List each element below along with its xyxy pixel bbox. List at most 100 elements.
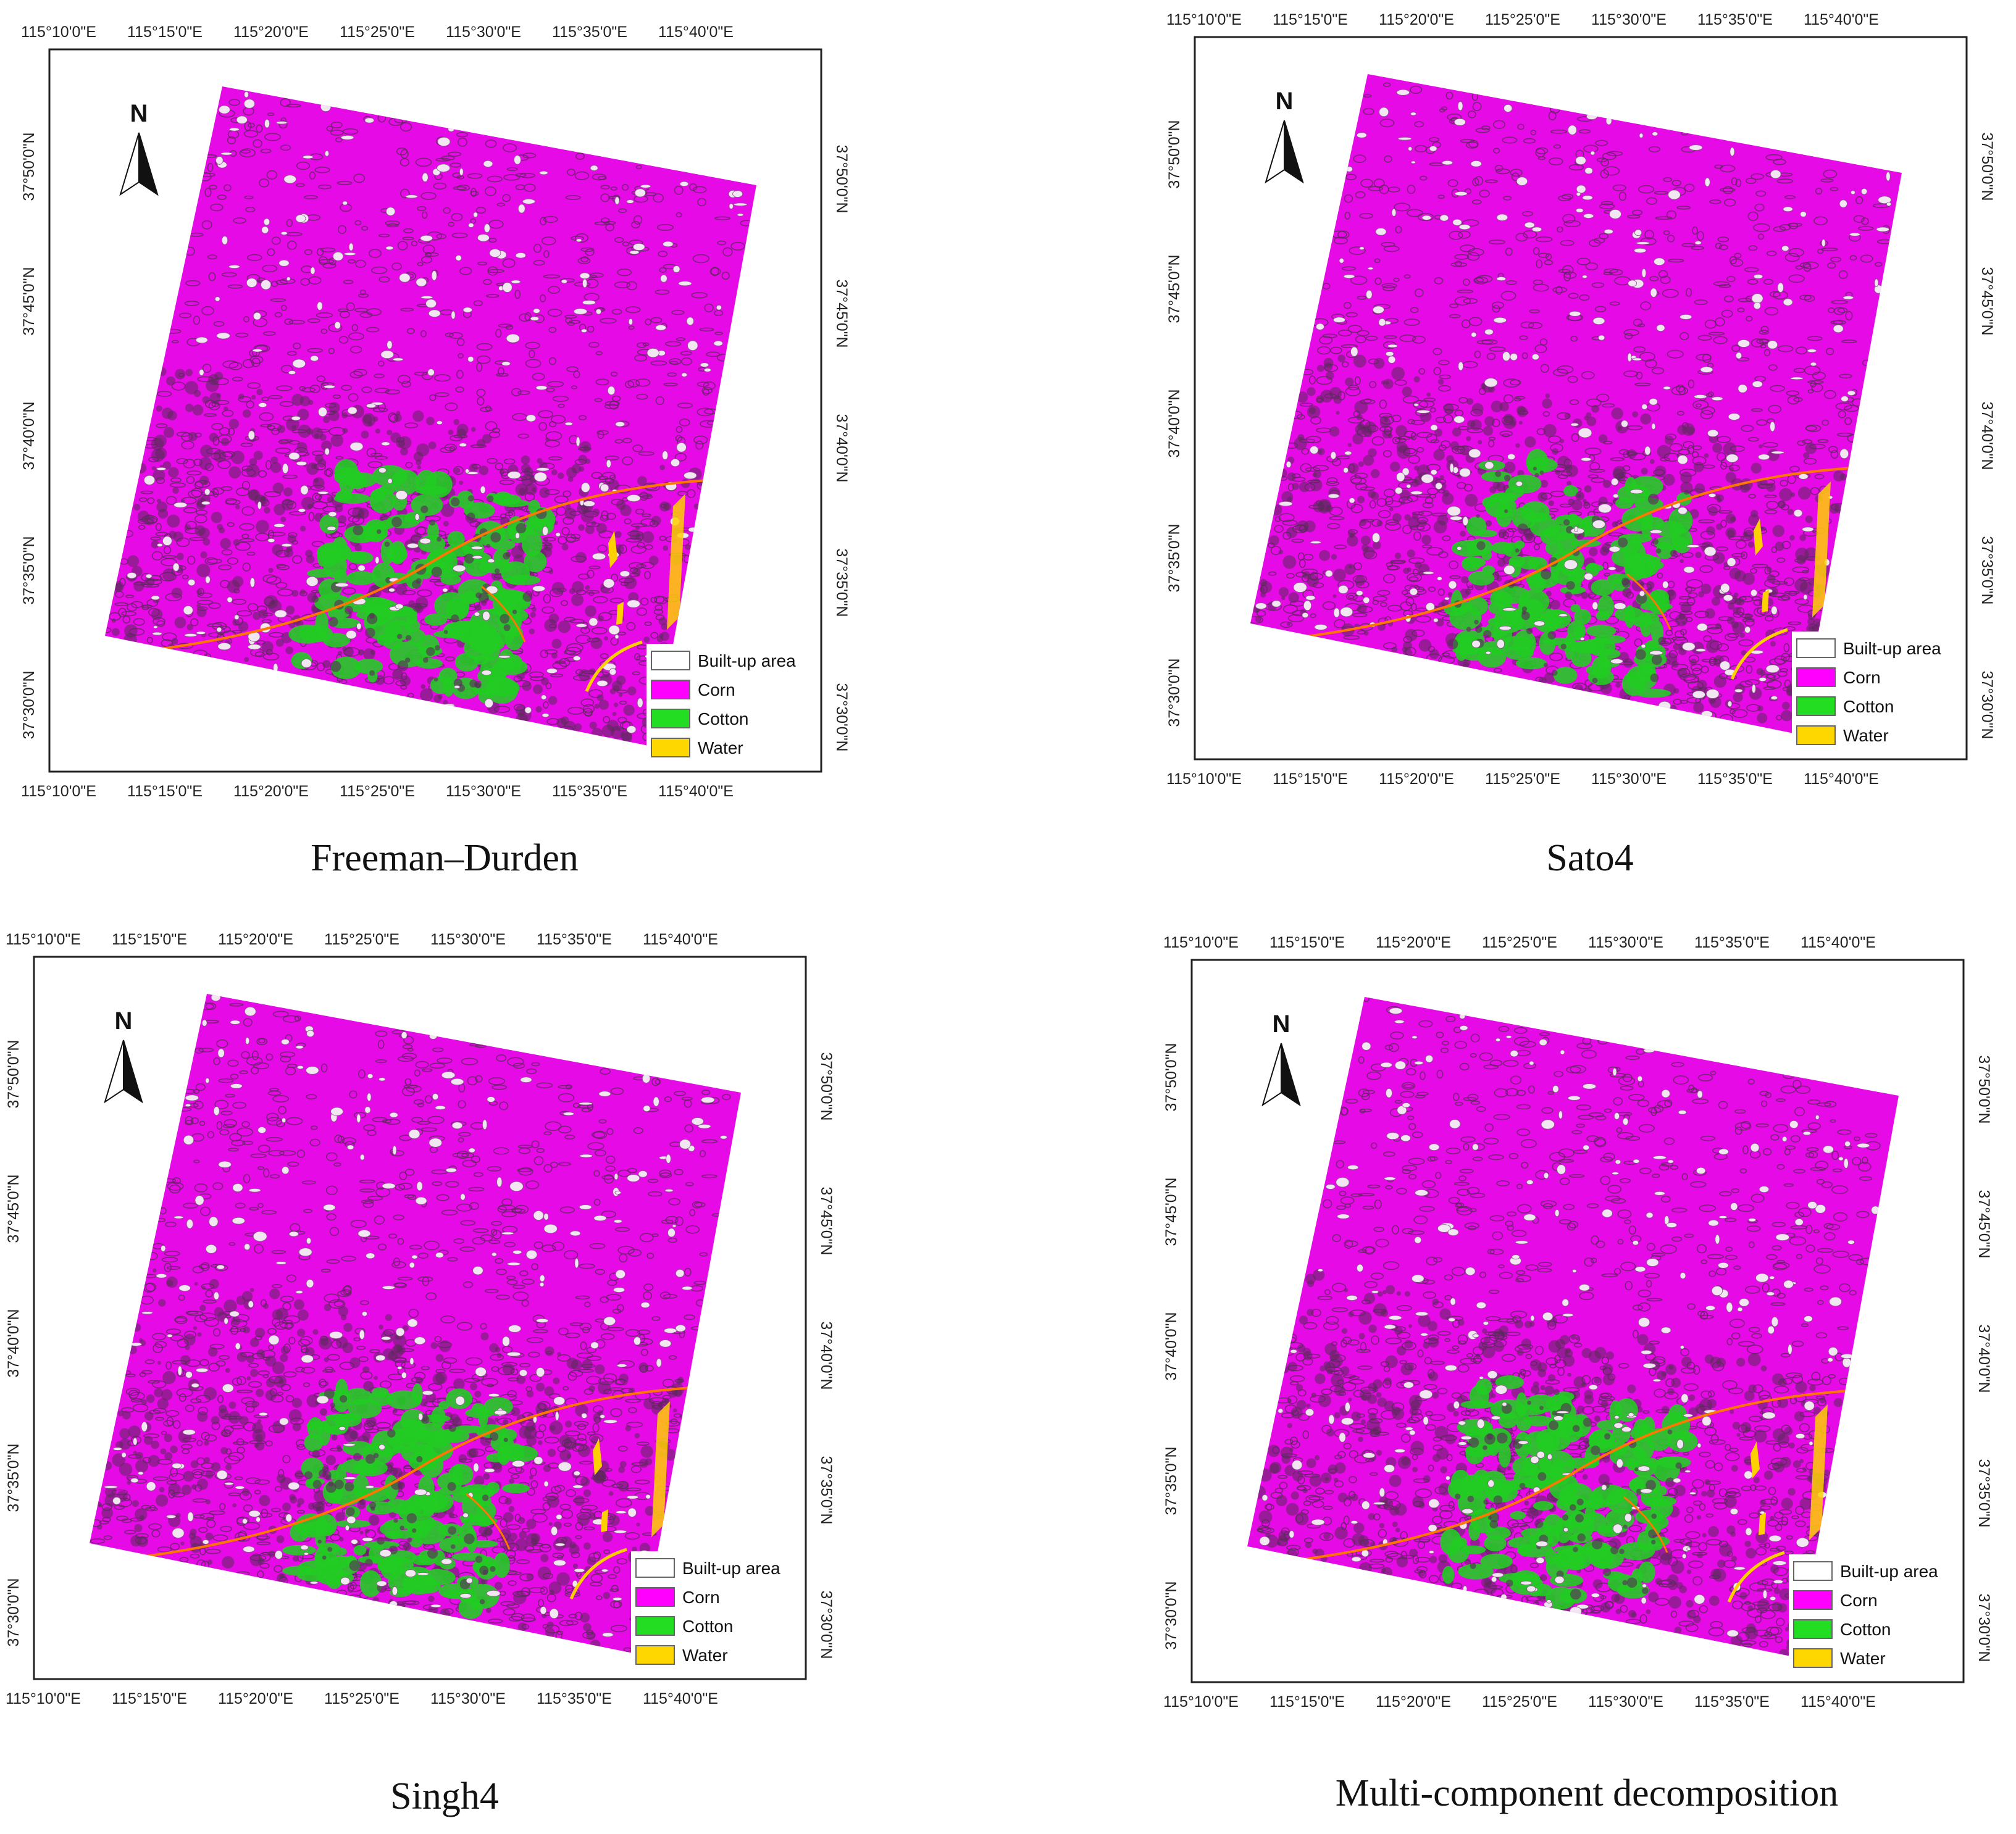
right-tick-label: 37°30'0"N bbox=[1978, 670, 1996, 739]
top-tick-label: 115°10'0"E bbox=[6, 931, 81, 948]
top-tick-label: 115°10'0"E bbox=[1166, 11, 1242, 28]
left-tick-label: 37°50'0"N bbox=[5, 1040, 22, 1108]
bottom-tick-label: 115°10'0"E bbox=[1163, 1693, 1239, 1711]
right-tick-label: 37°45'0"N bbox=[1975, 1190, 1993, 1258]
legend-label: Cotton bbox=[698, 709, 749, 728]
bottom-tick-label: 115°40'0"E bbox=[1801, 1693, 1876, 1711]
north-label: N bbox=[130, 100, 148, 127]
bottom-tick-label: 115°15'0"E bbox=[1273, 770, 1348, 788]
right-tick-label: 37°50'0"N bbox=[833, 144, 850, 213]
bottom-tick-label: 115°15'0"E bbox=[1269, 1693, 1345, 1711]
map-panel-multi-component: 115°10'0"E 115°15'0"E 115°20'0"E 115°25'0"E… bbox=[1142, 911, 2016, 1824]
left-tick-label: 37°40'0"N bbox=[1166, 389, 1183, 457]
left-tick-label: 37°30'0"N bbox=[5, 1578, 22, 1646]
right-tick-label: 37°45'0"N bbox=[1978, 267, 1996, 335]
legend-label: Corn bbox=[1843, 668, 1881, 687]
north-label: N bbox=[1273, 1011, 1290, 1038]
left-tick-label: 37°40'0"N bbox=[5, 1309, 22, 1377]
legend-label: Corn bbox=[1840, 1591, 1878, 1610]
bottom-tick-label: 115°35'0"E bbox=[552, 783, 627, 800]
right-tick-label: 37°50'0"N bbox=[1975, 1055, 1993, 1123]
right-tick-label: 37°40'0"N bbox=[1975, 1324, 1993, 1393]
legend-swatch bbox=[635, 1616, 675, 1636]
top-tick-label: 115°10'0"E bbox=[1163, 934, 1239, 951]
left-tick-label: 37°30'0"N bbox=[20, 670, 38, 739]
right-tick-label: 37°50'0"N bbox=[1978, 132, 1996, 201]
left-tick-label: 37°40'0"N bbox=[1163, 1312, 1180, 1380]
legend-label: Built-up area bbox=[1843, 639, 1941, 658]
left-tick-label: 37°45'0"N bbox=[5, 1174, 22, 1243]
right-tick-label: 37°40'0"N bbox=[1978, 401, 1996, 470]
top-tick-label: 115°35'0"E bbox=[1694, 934, 1770, 951]
legend-swatch bbox=[1793, 1590, 1833, 1610]
right-tick-label: 37°40'0"N bbox=[818, 1321, 835, 1390]
map-figure: 115°10'0"E 115°15'0"E 115°20'0"E 115°25'0"E… bbox=[1166, 11, 1996, 788]
legend-swatch bbox=[651, 738, 690, 757]
map-caption: Multi-component decomposition bbox=[1335, 1772, 1839, 1814]
road-line bbox=[126, 1382, 741, 1560]
map-panel-sato4: 115°10'0"E 115°15'0"E 115°20'0"E 115°25'0"E… bbox=[1145, 0, 2016, 901]
bottom-tick-label: 115°10'0"E bbox=[1166, 770, 1242, 788]
top-tick-label: 115°35'0"E bbox=[552, 23, 627, 41]
right-tick-label: 37°35'0"N bbox=[833, 548, 850, 617]
legend-label: Water bbox=[1840, 1649, 1886, 1668]
top-tick-label: 115°15'0"E bbox=[127, 23, 203, 41]
classification-overlay bbox=[105, 91, 756, 743]
top-tick-label: 115°30'0"E bbox=[1591, 11, 1667, 28]
top-tick-label: 115°40'0"E bbox=[658, 23, 734, 41]
bottom-tick-label: 115°30'0"E bbox=[1591, 770, 1667, 788]
legend-swatch bbox=[1793, 1619, 1833, 1639]
bottom-tick-label: 115°25'0"E bbox=[1482, 1693, 1557, 1711]
classification-overlay bbox=[90, 994, 741, 1652]
left-tick-label: 37°35'0"N bbox=[1163, 1446, 1180, 1515]
bottom-tick-label: 115°40'0"E bbox=[643, 1690, 718, 1707]
left-tick-label: 37°40'0"N bbox=[20, 401, 38, 470]
bottom-tick-label: 115°20'0"E bbox=[233, 783, 309, 800]
top-tick-label: 115°30'0"E bbox=[430, 931, 506, 948]
top-tick-label: 115°15'0"E bbox=[112, 931, 187, 948]
bottom-tick-label: 115°35'0"E bbox=[1694, 1693, 1770, 1711]
classification-overlay bbox=[1252, 997, 1899, 1657]
legend-label: Cotton bbox=[1843, 697, 1894, 716]
left-tick-label: 37°35'0"N bbox=[1166, 523, 1183, 592]
bottom-tick-label: 115°30'0"E bbox=[1588, 1693, 1663, 1711]
legend-swatch bbox=[1796, 638, 1836, 658]
top-tick-label: 115°25'0"E bbox=[1482, 934, 1557, 951]
map-caption: Singh4 bbox=[390, 1775, 499, 1817]
top-tick-label: 115°35'0"E bbox=[537, 931, 612, 948]
left-tick-label: 37°50'0"N bbox=[1163, 1043, 1180, 1111]
right-tick-label: 37°45'0"N bbox=[833, 279, 850, 348]
left-tick-label: 37°35'0"N bbox=[20, 536, 38, 604]
map-panel-freeman-durden: 115°10'0"E 115°15'0"E 115°20'0"E 115°25'0"E… bbox=[0, 0, 1000, 914]
legend-swatch bbox=[635, 1558, 675, 1578]
top-tick-label: 115°35'0"E bbox=[1697, 11, 1773, 28]
top-tick-label: 115°15'0"E bbox=[1273, 11, 1348, 28]
top-tick-label: 115°20'0"E bbox=[1376, 934, 1451, 951]
map-caption: Freeman–Durden bbox=[311, 837, 579, 879]
bottom-tick-label: 115°40'0"E bbox=[1804, 770, 1879, 788]
legend-label: Corn bbox=[698, 680, 735, 699]
bottom-tick-label: 115°15'0"E bbox=[127, 783, 203, 800]
top-tick-label: 115°25'0"E bbox=[340, 23, 415, 41]
legend-swatch bbox=[651, 651, 690, 670]
map-figure: 115°10'0"E 115°15'0"E 115°20'0"E 115°25'0"E… bbox=[1163, 934, 1993, 1711]
legend-swatch bbox=[651, 709, 690, 728]
legend-swatch bbox=[1796, 667, 1836, 687]
map-figure: 115°10'0"E 115°15'0"E 115°20'0"E 115°25'0"E… bbox=[20, 23, 850, 800]
bottom-tick-label: 115°10'0"E bbox=[21, 783, 96, 800]
left-tick-label: 37°50'0"N bbox=[1166, 120, 1183, 188]
right-tick-label: 37°45'0"N bbox=[818, 1186, 835, 1255]
legend-swatch bbox=[635, 1587, 675, 1607]
left-tick-label: 37°45'0"N bbox=[1163, 1177, 1180, 1246]
road-line bbox=[141, 474, 756, 652]
legend-label: Built-up area bbox=[1840, 1562, 1938, 1581]
bottom-tick-label: 115°20'0"E bbox=[1376, 1693, 1451, 1711]
top-tick-label: 115°25'0"E bbox=[324, 931, 399, 948]
top-tick-label: 115°40'0"E bbox=[1801, 934, 1876, 951]
right-tick-label: 37°35'0"N bbox=[1978, 536, 1996, 604]
bottom-tick-label: 115°35'0"E bbox=[537, 1690, 612, 1707]
map-figure: 115°10'0"E 115°15'0"E 115°20'0"E 115°25'0"E… bbox=[5, 931, 835, 1707]
legend-label: Cotton bbox=[682, 1617, 734, 1636]
right-tick-label: 37°35'0"N bbox=[818, 1456, 835, 1524]
north-label: N bbox=[115, 1007, 133, 1035]
